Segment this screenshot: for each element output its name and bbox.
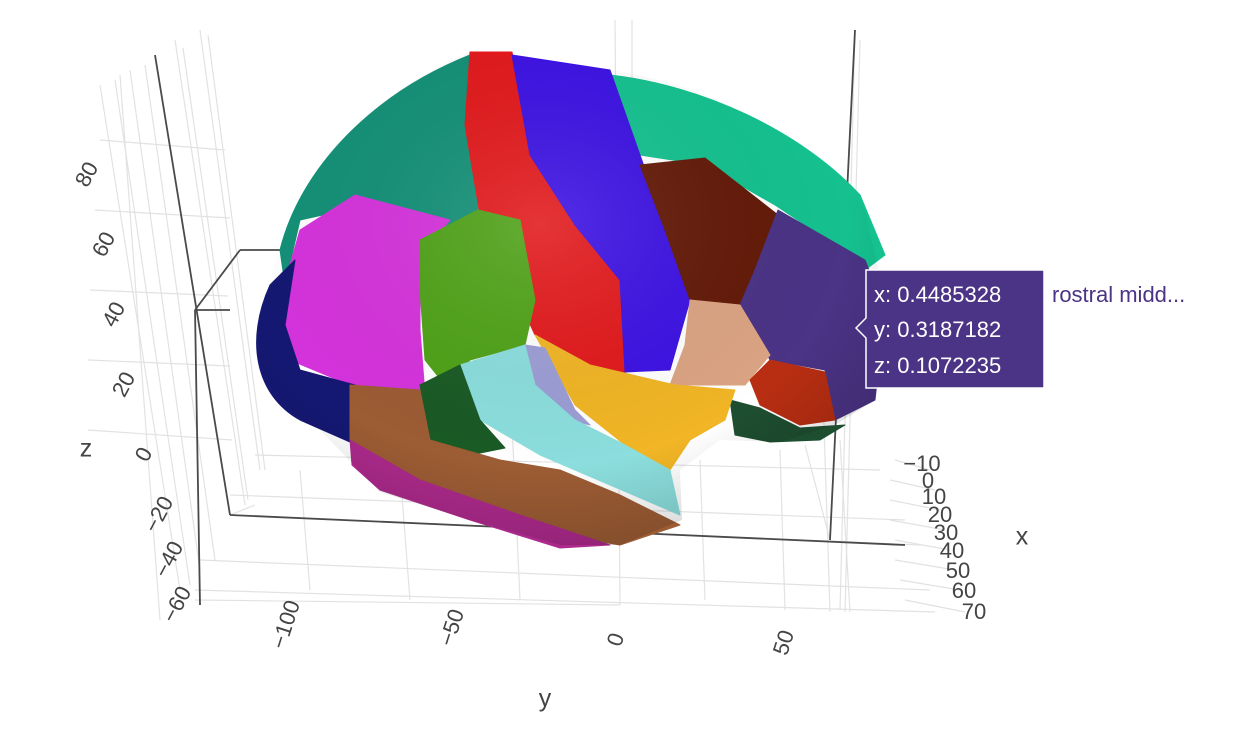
grid-line	[889, 479, 936, 491]
grid-line	[99, 139, 226, 151]
y-tick-label: −50	[434, 606, 469, 649]
z-tick-label: −20	[139, 492, 179, 537]
hover-y-value: y: 0.3187182	[874, 317, 1001, 342]
grid-line	[144, 64, 216, 561]
x-tick-label: 60	[952, 578, 976, 603]
x-tick-label: 40	[940, 538, 964, 563]
axis-line	[194, 309, 201, 606]
grid-line	[194, 589, 936, 613]
grid-line	[779, 449, 786, 611]
grid-line	[174, 39, 246, 506]
y-axis-title: y	[539, 685, 552, 713]
grid-line	[894, 559, 956, 571]
x-tick-label: 30	[934, 520, 958, 545]
grid-line	[207, 34, 266, 471]
grid-line	[129, 69, 201, 571]
hover-tooltip: x: 0.4485328 y: 0.3187182 z: 0.1072235 rost…	[854, 269, 1185, 389]
axis-line	[154, 54, 231, 516]
grid-line	[199, 559, 931, 591]
z-tick-label: 20	[107, 368, 141, 401]
z-axis-title: z	[80, 435, 93, 463]
x-axis-title: x	[1016, 523, 1029, 551]
z-tick-label: 60	[87, 228, 121, 261]
axis-line	[194, 249, 241, 311]
brain-surface[interactable]	[256, 51, 886, 549]
hover-x-value: x: 0.4485328	[874, 282, 1001, 307]
grid-line	[889, 519, 946, 531]
grid-line	[87, 429, 233, 441]
y-tick-label: 50	[768, 627, 799, 658]
x-tick-label: 20	[928, 502, 952, 527]
z-tick-label: 0	[130, 443, 158, 466]
z-tick-label: 40	[97, 298, 131, 331]
grid-line	[229, 504, 256, 516]
grid-line	[182, 47, 249, 501]
y-tick-label: −100	[266, 597, 305, 652]
grid-line	[894, 459, 931, 471]
x-tick-label: 0	[922, 468, 934, 493]
y-tick-label: 0	[602, 630, 630, 649]
grid-line	[119, 74, 161, 621]
grid-line	[889, 499, 941, 511]
grid-line	[94, 209, 231, 219]
hover-trace-name: rostral midd...	[1052, 282, 1185, 307]
grid-line	[87, 359, 231, 367]
grid-line	[199, 29, 261, 471]
z-tick-label: −60	[157, 582, 197, 627]
x-tick-label: 70	[962, 599, 986, 624]
x-tick-label: −10	[903, 451, 940, 476]
grid-line	[699, 459, 706, 601]
grid-line	[299, 469, 311, 591]
grid-line	[904, 599, 966, 613]
x-tick-label: 50	[946, 558, 970, 583]
grid-line	[894, 539, 951, 551]
grid-line	[899, 579, 961, 591]
grid-line	[89, 289, 229, 297]
z-tick-label: 80	[70, 158, 104, 191]
grid-line	[99, 84, 181, 591]
grid-line	[194, 599, 621, 606]
hover-box	[854, 269, 1045, 389]
hover-z-value: z: 0.1072235	[874, 353, 1001, 378]
x-tick-label: 10	[922, 484, 946, 509]
grid-line	[114, 79, 191, 586]
